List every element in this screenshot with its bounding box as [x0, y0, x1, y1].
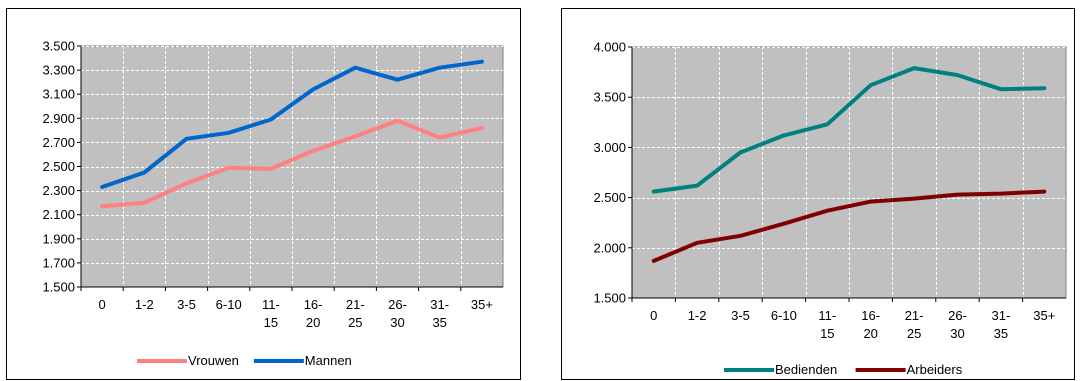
chart-left-svg: 1.500 1.700 1.900 2.100 2.300 2.500 2.700 2.900…: [42, 39, 504, 368]
right-legend-label: Bedienden: [775, 362, 837, 377]
left-y-tick-label: 3.500: [42, 39, 75, 54]
left-point-mannen: [228, 132, 230, 134]
right-x-tick-label: 21-25: [905, 308, 924, 341]
right-point-arbeiders: [740, 235, 741, 237]
right-point-arbeiders: [1000, 193, 1002, 195]
left-y-tick-label: 1.500: [42, 280, 75, 295]
right-legend-label: Arbeiders: [907, 362, 963, 377]
left-y-tick-label: 3.100: [42, 87, 75, 102]
right-y-tick-label: 1.500: [593, 291, 626, 306]
right-y-tick-label: 2.000: [593, 240, 626, 255]
left-point-mannen: [143, 172, 145, 174]
left-y-tick-label: 2.500: [42, 159, 75, 174]
right-point-bedienden: [826, 123, 828, 125]
right-point-arbeiders: [957, 194, 958, 196]
left-y-tick-label: 1.700: [42, 255, 75, 270]
left-point-vrouwen: [270, 168, 272, 170]
left-legend-label: Mannen: [305, 353, 352, 368]
right-point-arbeiders: [696, 242, 698, 244]
left-point-mannen: [354, 67, 356, 69]
left-y-tick-label: 2.100: [42, 207, 75, 222]
right-series-bedienden-line: [651, 66, 1047, 194]
right-point-bedienden: [696, 185, 698, 187]
left-x-tick-label: 21-25: [346, 297, 365, 330]
right-series-arbeiders-line: [651, 189, 1047, 263]
left-x-tick-label: 35+: [471, 297, 493, 312]
right-point-bedienden: [1043, 87, 1045, 89]
left-x-tick-label: 16-20: [304, 297, 323, 330]
chart-right: 1.500 2.000 2.500 3.000 3.500 4.000 0 1-2 3-5 6-1…: [561, 8, 1075, 380]
left-x-tick-label: 31-35: [430, 297, 449, 330]
right-y-tick-label: 2.500: [593, 190, 626, 205]
right-point-bedienden: [653, 191, 655, 193]
left-point-mannen: [101, 186, 103, 188]
left-point-vrouwen: [186, 182, 187, 184]
right-point-arbeiders: [826, 210, 828, 212]
right-x-tick-label: 3-5: [731, 308, 750, 323]
left-point-vrouwen: [354, 135, 356, 137]
left-point-vrouwen: [143, 202, 145, 204]
right-x-tick-label: 26-30: [948, 308, 967, 341]
left-y-tick-label: 2.900: [42, 111, 75, 126]
left-y-tick-label: 2.700: [42, 135, 75, 150]
right-point-arbeiders: [653, 260, 655, 262]
right-y-tick-label: 4.000: [593, 40, 626, 55]
right-point-bedienden: [913, 67, 915, 69]
left-x-tick-label: 26-30: [388, 297, 407, 330]
left-point-mannen: [312, 88, 314, 90]
left-series-vrouwen-line: [100, 118, 484, 209]
right-point-arbeiders: [783, 223, 785, 225]
right-point-bedienden: [870, 84, 872, 86]
right-x-tick-label: 31-35: [992, 308, 1011, 341]
right-point-arbeiders: [913, 198, 915, 200]
left-point-vrouwen: [312, 150, 314, 152]
right-x-tick-label: 6-10: [771, 308, 797, 323]
left-x-tick-label: 11-15: [262, 297, 280, 330]
left-point-mannen: [186, 138, 187, 140]
chart-left: 1.500 1.700 1.900 2.100 2.300 2.500 2.700 2.900…: [6, 8, 521, 380]
left-point-mannen: [270, 119, 272, 121]
left-y-tick-label: 2.300: [42, 183, 75, 198]
left-point-mannen: [439, 67, 441, 69]
left-point-vrouwen: [101, 205, 103, 207]
left-x-tick-label: 3-5: [177, 297, 196, 312]
right-x-tick-label: 0: [650, 308, 657, 323]
left-x-tick-label: 1-2: [135, 297, 154, 312]
right-x-tick-label: 16-20: [861, 308, 880, 341]
right-point-bedienden: [783, 134, 785, 136]
right-y-tick-label: 3.000: [593, 140, 626, 155]
left-legend-label: Vrouwen: [188, 353, 239, 368]
right-point-bedienden: [740, 151, 741, 153]
left-point-mannen: [397, 79, 398, 81]
left-point-vrouwen: [397, 120, 398, 122]
left-point-vrouwen: [228, 167, 230, 169]
left-point-vrouwen: [481, 127, 483, 129]
right-y-tick-label: 3.500: [593, 90, 626, 105]
right-x-tick-label: 1-2: [688, 308, 707, 323]
right-point-bedienden: [1000, 88, 1002, 90]
left-y-tick-label: 1.900: [42, 231, 75, 246]
chart-right-svg: 1.500 2.000 2.500 3.000 3.500 4.000 0 1-2 3-5 6-1…: [593, 40, 1067, 377]
left-series-mannen-line: [100, 59, 484, 189]
left-x-tick-label: 0: [98, 297, 105, 312]
right-x-tick-label: 35+: [1033, 308, 1055, 323]
right-point-bedienden: [957, 74, 958, 76]
left-y-tick-label: 3.300: [42, 63, 75, 78]
right-point-arbeiders: [1043, 191, 1045, 193]
right-point-arbeiders: [870, 201, 872, 203]
left-point-vrouwen: [439, 137, 441, 139]
left-x-tick-label: 6-10: [216, 297, 242, 312]
right-x-tick-label: 11-15: [818, 308, 836, 341]
left-point-mannen: [481, 61, 483, 63]
